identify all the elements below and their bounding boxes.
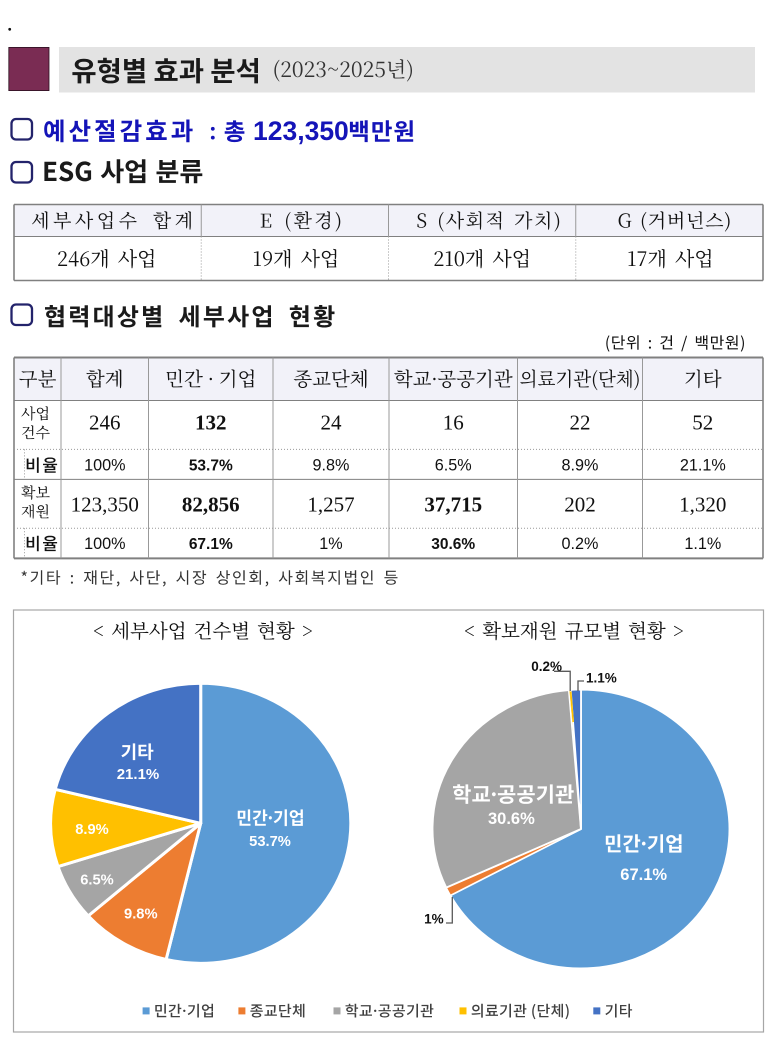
svg-text:1,257: 1,257 xyxy=(307,493,354,517)
svg-text:16: 16 xyxy=(443,411,464,435)
svg-text:0.2%: 0.2% xyxy=(562,535,599,553)
svg-text:37,715: 37,715 xyxy=(424,493,482,517)
svg-text:24: 24 xyxy=(321,411,343,435)
svg-text:8.9%: 8.9% xyxy=(562,456,599,474)
svg-text:82,856: 82,856 xyxy=(182,493,240,517)
svg-text:53.7%: 53.7% xyxy=(189,457,233,474)
svg-text:100%: 100% xyxy=(84,535,125,553)
svg-text:9.8%: 9.8% xyxy=(124,907,157,923)
svg-text:100%: 100% xyxy=(84,456,125,474)
svg-text:21.1%: 21.1% xyxy=(680,456,726,474)
svg-text:1%: 1% xyxy=(319,535,342,553)
svg-text:22: 22 xyxy=(570,411,591,435)
svg-text:1%: 1% xyxy=(424,912,444,927)
svg-text:1,320: 1,320 xyxy=(679,493,726,517)
svg-text:67.1%: 67.1% xyxy=(620,866,667,884)
svg-text:67.1%: 67.1% xyxy=(189,536,233,553)
svg-text:53.7%: 53.7% xyxy=(249,834,291,850)
svg-text:30.6%: 30.6% xyxy=(488,810,535,828)
svg-text:6.5%: 6.5% xyxy=(435,456,472,474)
svg-text:21.1%: 21.1% xyxy=(117,766,160,783)
svg-text:9.8%: 9.8% xyxy=(313,456,350,474)
svg-text:1.1%: 1.1% xyxy=(684,535,721,553)
svg-text:123,350: 123,350 xyxy=(71,493,139,517)
svg-text:1.1%: 1.1% xyxy=(586,671,617,686)
svg-text:246: 246 xyxy=(89,411,121,435)
svg-text:132: 132 xyxy=(195,411,227,435)
svg-text:30.6%: 30.6% xyxy=(431,536,475,553)
svg-text:0.2%: 0.2% xyxy=(531,659,562,674)
svg-text:202: 202 xyxy=(564,493,596,517)
svg-text:8.9%: 8.9% xyxy=(75,822,108,838)
svg-text:6.5%: 6.5% xyxy=(80,872,113,888)
svg-text:123,350: 123,350 xyxy=(253,116,349,146)
svg-text:52: 52 xyxy=(692,411,713,435)
